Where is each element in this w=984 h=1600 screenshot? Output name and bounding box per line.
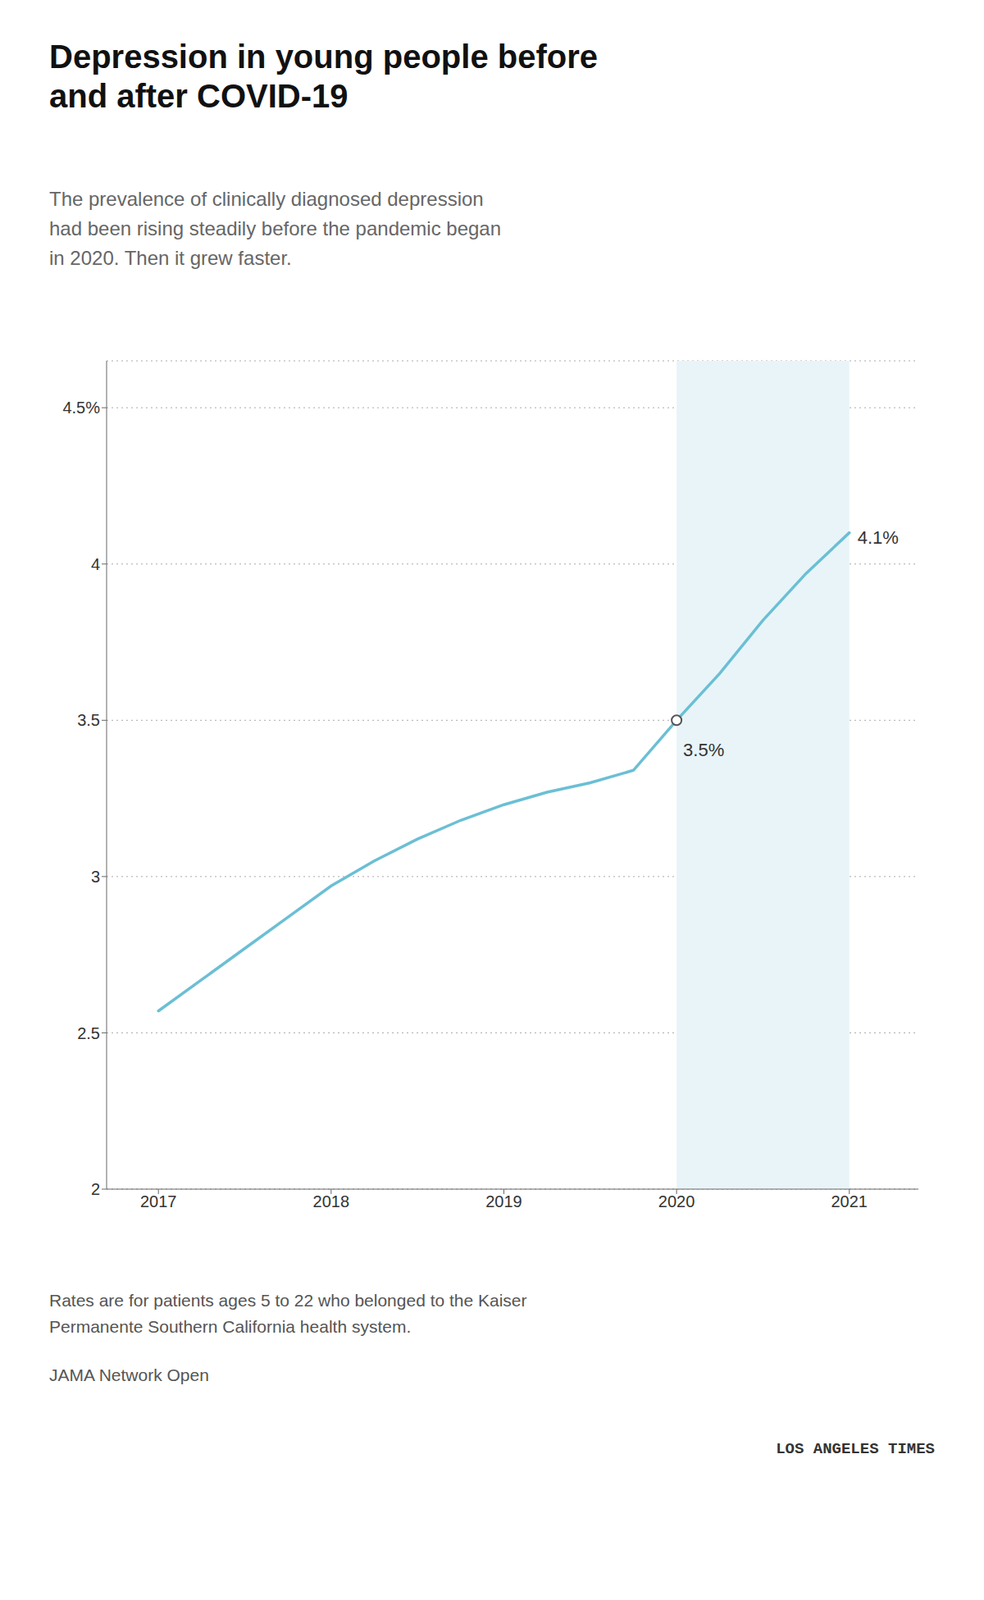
svg-text:2017: 2017 — [140, 1192, 178, 1211]
html-text:Rates are for patients ages 5: Rates are for patients ages 5 to 22 who … — [49, 1290, 527, 1310]
svg-text:3: 3 — [91, 867, 101, 886]
svg-text:4: 4 — [91, 555, 101, 574]
svg-text:2: 2 — [91, 1179, 101, 1199]
html-text:Permanente Southern California: Permanente Southern California health sy… — [49, 1316, 412, 1336]
html-text:in 2020. Then it grew faster.: in 2020. Then it grew faster. — [49, 246, 292, 269]
svg-text:2020: 2020 — [658, 1192, 696, 1211]
svg-text:2021: 2021 — [830, 1192, 868, 1211]
svg-text:2018: 2018 — [313, 1192, 351, 1211]
html-text:and after COVID-19: and after COVID-19 — [49, 77, 349, 114]
html-text:had been rising steadily befor: had been rising steadily before the pand… — [49, 217, 502, 240]
html-text:The prevalence of clinically d: The prevalence of clinically diagnosed d… — [49, 187, 484, 210]
svg-text:3.5: 3.5 — [77, 710, 101, 729]
html-text:Depression in young people bef: Depression in young people before — [49, 38, 598, 75]
html-text:LOS ANGELES TIMES: LOS ANGELES TIMES — [775, 1439, 935, 1458]
svg-text:3.5%: 3.5% — [683, 739, 725, 761]
html-text:JAMA Network Open: JAMA Network Open — [49, 1365, 210, 1385]
svg-text:4.1%: 4.1% — [857, 527, 899, 548]
svg-text:2019: 2019 — [485, 1192, 523, 1211]
svg-text:2.5: 2.5 — [77, 1024, 101, 1043]
svg-text:4.5%: 4.5% — [62, 398, 101, 417]
